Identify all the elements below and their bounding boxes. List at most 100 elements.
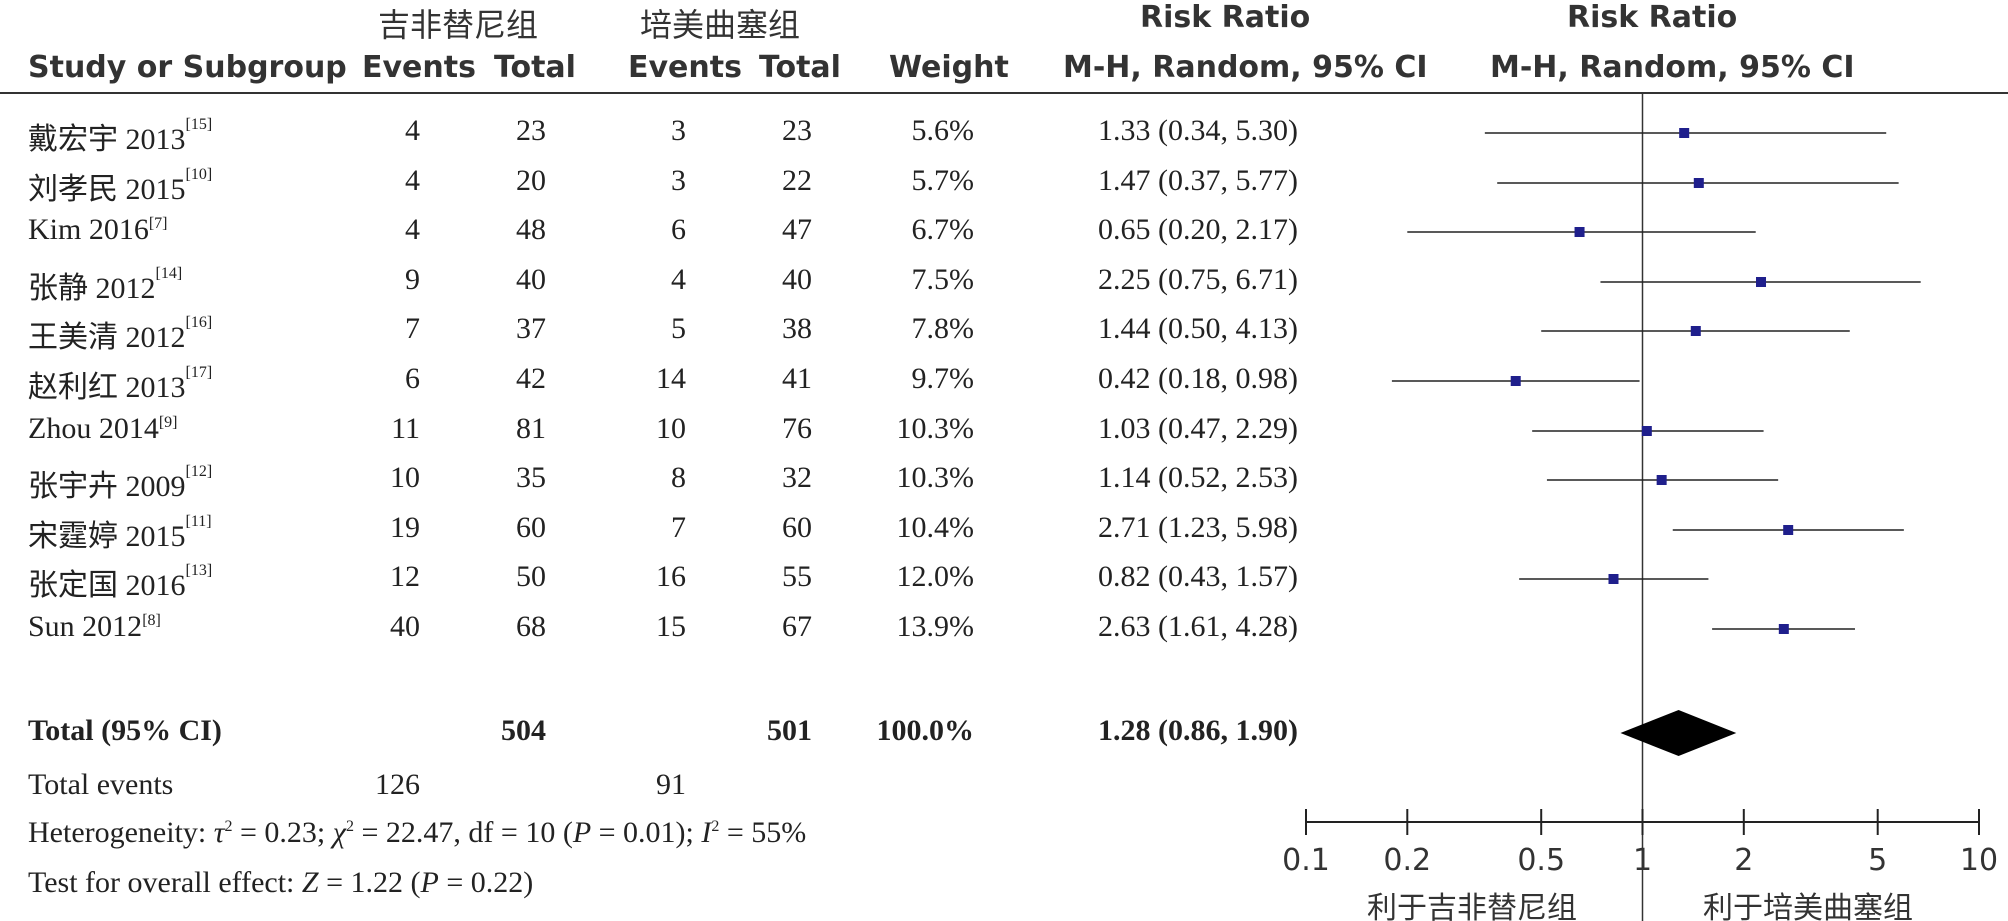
total1-cell: 68	[516, 610, 546, 643]
study-ref: [9]	[158, 414, 178, 431]
study-label: Kim 2016	[28, 213, 149, 246]
study-marks	[1391, 128, 1921, 756]
events2-cell: 5	[671, 312, 686, 345]
events1-cell: 7	[405, 312, 420, 345]
weight-cell: 10.3%	[896, 461, 975, 494]
events2-cell: 8	[671, 461, 686, 494]
events1-cell: 4	[405, 164, 420, 197]
study-name: Kim 2016[7]	[28, 213, 168, 247]
i-value: = 55%	[719, 816, 807, 849]
total-weight: 100.0%	[876, 714, 975, 747]
events2-cell: 10	[656, 412, 686, 445]
axis-tick-label: 0.2	[1383, 843, 1431, 878]
events1-cell: 19	[390, 511, 420, 544]
z-value: = 1.22 (	[318, 866, 421, 899]
study-label: 张静 2012	[28, 272, 156, 305]
study-name: Sun 2012[8]	[28, 610, 161, 644]
total2-cell: 47	[782, 213, 812, 246]
events1-cell: 10	[390, 461, 420, 494]
point-estimate-marker	[1778, 624, 1789, 634]
point-estimate-marker	[1656, 475, 1667, 485]
study-ref: [8]	[142, 612, 161, 629]
study-name: 张静 2012[14]	[28, 263, 182, 307]
total2-cell: 32	[782, 461, 812, 494]
favours-left-label: 利于吉非替尼组	[1367, 891, 1577, 921]
total2-cell: 38	[782, 312, 812, 345]
events2-cell: 16	[656, 560, 686, 593]
point-estimate-marker	[1756, 277, 1767, 287]
total1-header: Total	[494, 50, 576, 85]
total1-cell: 60	[516, 511, 546, 544]
study-ref: [13]	[185, 562, 213, 579]
events1-cell: 40	[390, 610, 420, 643]
study-label: 刘孝民 2015	[28, 173, 186, 206]
study-label: 张宇卉 2009	[28, 470, 186, 503]
total-t2: 501	[767, 714, 812, 747]
events1-cell: 9	[405, 263, 420, 296]
ci-cell: 2.71 (1.23, 5.98)	[1098, 511, 1298, 544]
study-column-header: Study or Subgroup	[28, 50, 347, 85]
total1-cell: 40	[516, 263, 546, 296]
total1-cell: 50	[516, 560, 546, 593]
events2-cell: 6	[671, 213, 686, 246]
ci-cell: 0.42 (0.18, 0.98)	[1098, 362, 1298, 395]
total-events-e2: 91	[656, 768, 686, 801]
axis-tick-label: 0.1	[1282, 843, 1330, 878]
group2-header: 培美曲塞组	[640, 6, 801, 44]
axis-tick-label: 10	[1960, 843, 1998, 878]
point-estimate-marker	[1783, 525, 1794, 535]
axis-tick-label: 1	[1633, 843, 1652, 878]
total2-cell: 76	[782, 412, 812, 445]
study-label: 赵利红 2013	[28, 371, 186, 404]
study-name: 王美清 2012[16]	[28, 312, 212, 356]
ci-cell: 1.44 (0.50, 4.13)	[1098, 312, 1298, 345]
tau-sup: 2	[224, 818, 233, 835]
i-sup: 2	[711, 818, 720, 835]
study-name: 赵利红 2013[17]	[28, 362, 212, 406]
method-header-plot: M-H, Random, 95% CI	[1490, 50, 1855, 85]
chi-value: = 22.47, df = 10 (	[353, 816, 573, 849]
total2-cell: 23	[782, 114, 812, 147]
events2-cell: 4	[671, 263, 686, 296]
total-label: Total (95% CI)	[28, 714, 222, 747]
ci-cell: 0.65 (0.20, 2.17)	[1098, 213, 1298, 246]
overall-effect-text: Test for overall effect: Z = 1.22 (P = 0…	[28, 866, 533, 900]
p-symbol: P	[572, 816, 592, 849]
total1-cell: 42	[516, 362, 546, 395]
total1-cell: 20	[516, 164, 546, 197]
events2-cell: 3	[671, 114, 686, 147]
total1-cell: 37	[516, 312, 546, 345]
events1-header: Events	[362, 50, 476, 85]
p-value: = 0.01);	[591, 816, 702, 849]
overall-p-value: = 0.22)	[438, 866, 534, 899]
study-label: 王美清 2012	[28, 321, 186, 354]
chi-symbol: χ	[332, 816, 346, 849]
weight-cell: 9.7%	[911, 362, 975, 395]
events1-cell: 12	[390, 560, 420, 593]
events2-cell: 3	[671, 164, 686, 197]
axis-tick-label: 2	[1734, 843, 1753, 878]
study-ref: [10]	[185, 166, 213, 183]
method-header: M-H, Random, 95% CI	[1063, 50, 1428, 85]
point-estimate-marker	[1608, 574, 1619, 584]
study-name: 张定国 2016[13]	[28, 560, 212, 604]
events1-cell: 11	[391, 412, 420, 445]
events2-header: Events	[628, 50, 742, 85]
z-symbol: Z	[301, 866, 319, 899]
overall-label: Test for overall effect:	[28, 866, 302, 899]
study-ref: [7]	[148, 215, 168, 232]
point-estimate-marker	[1679, 128, 1690, 138]
study-label: 宋霆婷 2015	[28, 520, 186, 553]
total-t1: 504	[501, 714, 546, 747]
study-name: 宋霆婷 2015[11]	[28, 511, 212, 555]
weight-cell: 13.9%	[896, 610, 975, 643]
point-estimate-marker	[1690, 326, 1701, 336]
total-ci: 1.28 (0.86, 1.90)	[1098, 714, 1298, 747]
weight-cell: 12.0%	[896, 560, 975, 593]
total1-cell: 48	[516, 213, 546, 246]
ci-cell: 1.47 (0.37, 5.77)	[1098, 164, 1298, 197]
study-label: Sun 2012	[28, 610, 143, 643]
events2-cell: 14	[656, 362, 686, 395]
total1-cell: 23	[516, 114, 546, 147]
